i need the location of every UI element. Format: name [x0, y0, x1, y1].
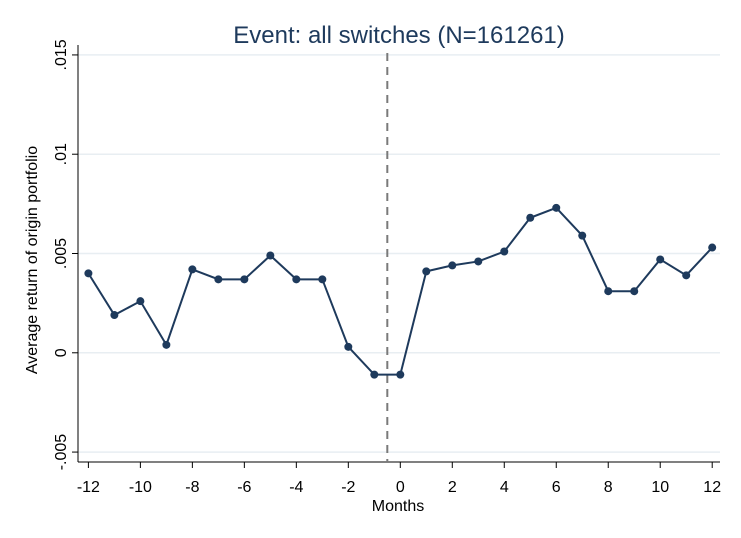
data-point: [526, 213, 535, 222]
data-point: [656, 255, 665, 264]
y-tick-label: .005: [53, 238, 70, 269]
data-point: [682, 271, 691, 280]
data-point: [474, 257, 483, 266]
data-point: [292, 275, 301, 284]
x-tick-label: -12: [77, 479, 100, 496]
data-point: [136, 297, 145, 306]
x-tick-label: 8: [604, 479, 613, 496]
x-tick-label: -10: [129, 479, 152, 496]
data-point: [708, 243, 717, 252]
data-point: [578, 231, 587, 240]
x-tick-label: 10: [651, 479, 669, 496]
y-axis-label: Average return of origin portfolio: [24, 146, 41, 374]
x-tick-label: -4: [289, 479, 303, 496]
x-tick-label: -8: [185, 479, 199, 496]
y-tick-label: .015: [53, 39, 70, 70]
data-point: [552, 203, 561, 212]
gridlines: [78, 54, 720, 453]
tick-labels: -.005 0 .005 .01 .015 -12 -10 -8 -6 -4 -2 0 2 4 6 8 10 12: [53, 39, 721, 496]
y-tick-label: .01: [53, 143, 70, 165]
y-tick-label: 0: [53, 348, 70, 357]
series-line: [87, 206, 713, 376]
axes: [72, 45, 720, 468]
data-point: [188, 265, 197, 274]
x-tick-label: 4: [500, 479, 509, 496]
data-point: [448, 261, 457, 270]
data-point: [500, 247, 509, 256]
data-point: [214, 275, 223, 284]
data-point: [266, 251, 275, 260]
data-point: [344, 342, 353, 351]
x-tick-label: 12: [703, 479, 721, 496]
data-point: [110, 311, 119, 320]
data-point: [370, 370, 379, 379]
data-point: [604, 287, 613, 296]
data-point: [162, 340, 171, 349]
x-tick-label: -6: [237, 479, 251, 496]
y-tick-label: -.005: [53, 434, 70, 471]
data-point: [422, 267, 431, 276]
data-point: [240, 275, 249, 284]
x-tick-label: 2: [448, 479, 457, 496]
chart-title: Event: all switches (N=161261): [233, 22, 565, 49]
series: [84, 203, 717, 379]
data-point: [84, 269, 93, 278]
data-point: [630, 287, 639, 296]
x-tick-label: -2: [341, 479, 355, 496]
x-axis-label: Months: [372, 498, 424, 515]
data-point: [396, 370, 405, 379]
x-tick-label: 0: [396, 479, 405, 496]
data-point: [318, 275, 327, 284]
x-tick-label: 6: [552, 479, 561, 496]
